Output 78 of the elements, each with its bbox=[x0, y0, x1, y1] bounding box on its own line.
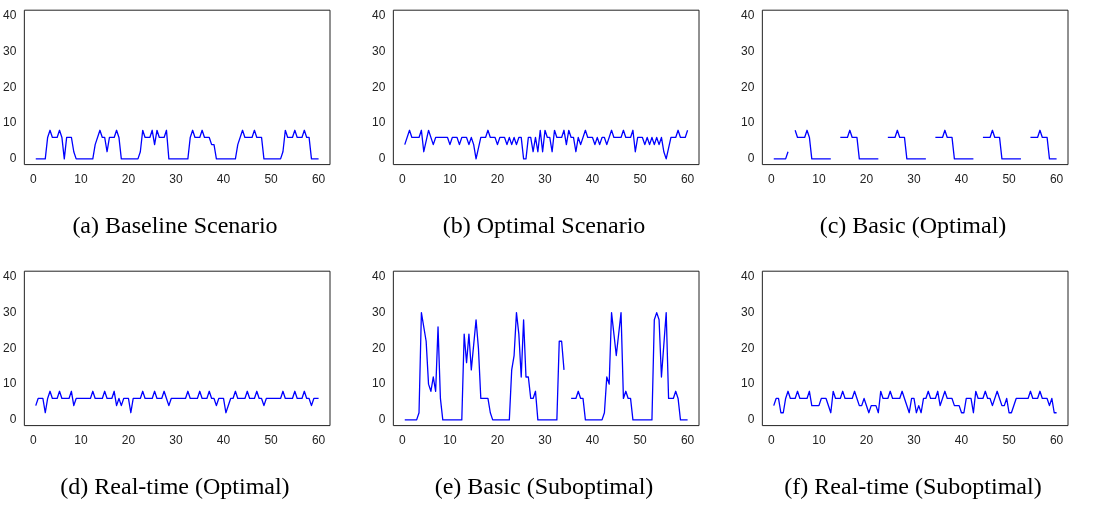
y-tick-label: 20 bbox=[2, 79, 17, 94]
text: (e) Basic (Suboptimal) bbox=[433, 473, 655, 500]
x-tick-label: 50 bbox=[264, 172, 279, 187]
x-tick-label: 40 bbox=[954, 172, 969, 187]
x-tick-label: 60 bbox=[1049, 172, 1064, 187]
x-tick-label: 10 bbox=[812, 433, 826, 448]
x-tick-label: 30 bbox=[538, 172, 552, 187]
x-tick-label: 10 bbox=[74, 172, 88, 187]
y-tick-label: 20 bbox=[371, 340, 386, 355]
y-tick-label: 0 bbox=[9, 412, 17, 427]
x-tick-label: 30 bbox=[169, 172, 183, 187]
x-tick-label: 0 bbox=[30, 433, 38, 448]
y-tick-label: 20 bbox=[371, 79, 386, 94]
y-tick-label: 10 bbox=[2, 115, 17, 130]
y-tick-label: 40 bbox=[2, 8, 17, 23]
x-tick-label: 40 bbox=[585, 433, 600, 448]
y-tick-label: 10 bbox=[740, 376, 755, 391]
text: (c) Basic (Optimal) bbox=[818, 212, 1008, 239]
x-tick-label: 40 bbox=[216, 433, 231, 448]
x-tick-label: 60 bbox=[311, 172, 326, 187]
y-tick-label: 20 bbox=[740, 340, 755, 355]
x-tick-label: 10 bbox=[443, 433, 457, 448]
x-tick-label: 60 bbox=[680, 172, 695, 187]
y-tick-label: 10 bbox=[371, 115, 386, 130]
y-tick-label: 0 bbox=[9, 151, 17, 166]
y-tick-label: 30 bbox=[740, 304, 755, 319]
text: (d) Real-time (Optimal) bbox=[59, 473, 291, 500]
y-tick-label: 0 bbox=[378, 151, 386, 166]
x-tick-label: 10 bbox=[443, 172, 457, 187]
x-tick-label: 0 bbox=[30, 172, 38, 187]
y-tick-label: 30 bbox=[2, 43, 17, 58]
y-tick-label: 10 bbox=[371, 376, 386, 391]
x-tick-label: 20 bbox=[490, 433, 505, 448]
x-tick-label: 20 bbox=[859, 172, 874, 187]
x-tick-label: 60 bbox=[1049, 433, 1064, 448]
x-tick-label: 40 bbox=[585, 172, 600, 187]
y-tick-label: 0 bbox=[747, 412, 755, 427]
y-tick-label: 40 bbox=[740, 8, 755, 23]
x-tick-label: 0 bbox=[399, 433, 407, 448]
y-tick-label: 40 bbox=[371, 8, 386, 23]
x-tick-label: 20 bbox=[121, 433, 136, 448]
y-tick-label: 20 bbox=[740, 79, 755, 94]
x-tick-label: 30 bbox=[169, 433, 183, 448]
y-tick-label: 30 bbox=[371, 304, 386, 319]
x-tick-label: 50 bbox=[633, 172, 648, 187]
x-tick-label: 50 bbox=[264, 433, 279, 448]
y-tick-label: 10 bbox=[740, 115, 755, 130]
x-tick-label: 20 bbox=[859, 433, 874, 448]
y-tick-label: 0 bbox=[378, 412, 386, 427]
x-tick-label: 50 bbox=[1002, 433, 1017, 448]
y-tick-label: 0 bbox=[747, 151, 755, 166]
x-tick-label: 50 bbox=[1002, 172, 1017, 187]
text: (a) Baseline Scenario bbox=[71, 212, 279, 239]
text: (f) Real-time (Suboptimal) bbox=[783, 473, 1043, 500]
x-tick-label: 0 bbox=[768, 172, 776, 187]
x-tick-label: 40 bbox=[954, 433, 969, 448]
y-tick-label: 30 bbox=[2, 304, 17, 319]
x-tick-label: 30 bbox=[907, 433, 921, 448]
x-tick-label: 50 bbox=[633, 433, 648, 448]
x-tick-label: 20 bbox=[490, 172, 505, 187]
x-tick-label: 20 bbox=[121, 172, 136, 187]
x-tick-label: 60 bbox=[311, 433, 326, 448]
y-tick-label: 10 bbox=[2, 376, 17, 391]
x-tick-label: 60 bbox=[680, 433, 695, 448]
y-tick-label: 20 bbox=[2, 340, 17, 355]
x-tick-label: 30 bbox=[538, 433, 552, 448]
y-tick-label: 40 bbox=[740, 269, 755, 284]
x-tick-label: 30 bbox=[907, 172, 921, 187]
x-tick-label: 0 bbox=[399, 172, 407, 187]
y-tick-label: 40 bbox=[2, 269, 17, 284]
x-tick-label: 0 bbox=[768, 433, 776, 448]
x-tick-label: 40 bbox=[216, 172, 231, 187]
y-tick-label: 30 bbox=[740, 43, 755, 58]
y-tick-label: 30 bbox=[371, 43, 386, 58]
x-tick-label: 10 bbox=[812, 172, 826, 187]
y-tick-label: 40 bbox=[371, 269, 386, 284]
text: (b) Optimal Scenario bbox=[441, 212, 647, 239]
x-tick-label: 10 bbox=[74, 433, 88, 448]
